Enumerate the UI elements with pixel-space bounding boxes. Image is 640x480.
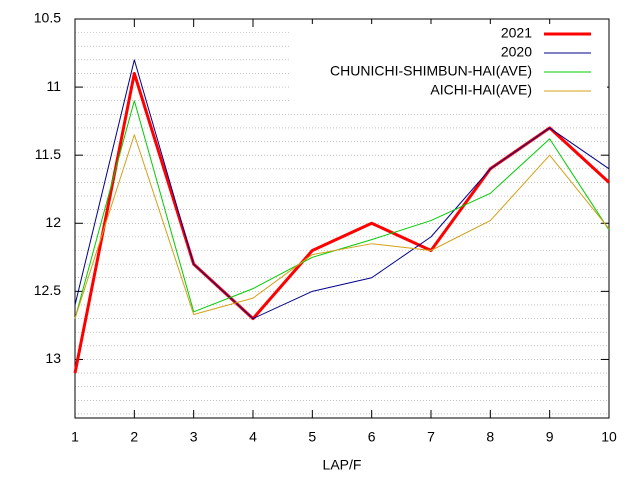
x-tick-label: 6 xyxy=(368,429,376,445)
y-tick-label: 12 xyxy=(45,214,61,230)
x-tick-label: 7 xyxy=(427,429,435,445)
legend-label: CHUNICHI-SHIMBUN-HAI(AVE) xyxy=(330,63,532,79)
series-line xyxy=(74,134,610,319)
series-line xyxy=(74,100,610,319)
series-line xyxy=(74,59,610,320)
x-tick-label: 8 xyxy=(486,429,494,445)
x-tick-label: 9 xyxy=(546,429,554,445)
y-tick-label: 11.5 xyxy=(35,146,61,162)
y-tick-label: 10.5 xyxy=(34,10,61,26)
x-axis-label: LAP/F xyxy=(323,457,362,473)
legend-label: AICHI-HAI(AVE) xyxy=(430,82,532,98)
y-tick-label: 13 xyxy=(45,350,61,366)
x-tick-label: 5 xyxy=(308,429,316,445)
x-tick-label: 4 xyxy=(249,429,257,445)
x-tick-label: 1 xyxy=(71,429,79,445)
x-tick-label: 2 xyxy=(130,429,138,445)
legend-box xyxy=(290,24,607,106)
legend-label: 2021 xyxy=(501,25,532,41)
y-tick-label: 12.5 xyxy=(34,282,61,298)
plot-frame xyxy=(74,18,610,419)
legend-label: 2020 xyxy=(501,44,532,60)
x-tick-label: 10 xyxy=(601,429,617,445)
y-tick-label: 11 xyxy=(46,78,61,94)
x-tick-label: 3 xyxy=(190,429,198,445)
